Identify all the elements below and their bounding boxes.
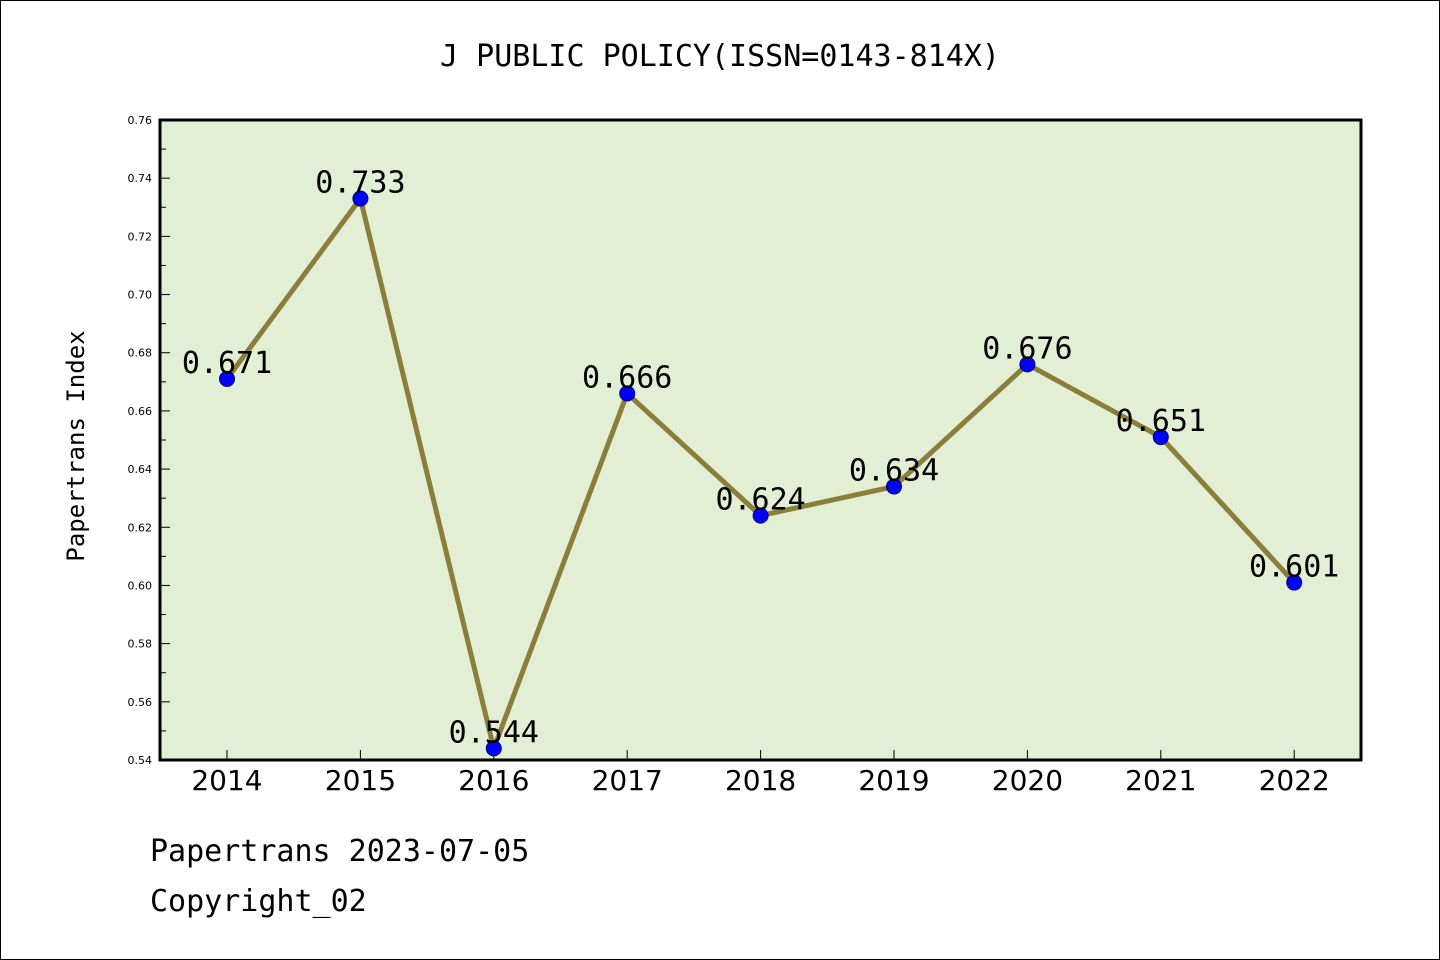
- y-tick-label: 0.76: [128, 114, 153, 127]
- data-point: [1019, 356, 1036, 373]
- chart-title: J PUBLIC POLICY(ISSN=0143-814X): [440, 39, 1000, 74]
- data-label: 0.671: [182, 346, 272, 381]
- data-point: [1286, 574, 1303, 591]
- y-tick-label: 0.74: [128, 172, 153, 185]
- data-point: [1152, 429, 1169, 446]
- data-label: 0.733: [315, 166, 405, 201]
- x-tick-label: 2021: [1125, 764, 1196, 797]
- y-tick-label: 0.54: [128, 754, 153, 767]
- plot-border: [158, 118, 1363, 762]
- x-tick-label: 2020: [992, 764, 1063, 797]
- x-tick-label: 2022: [1259, 764, 1330, 797]
- data-label: 0.676: [982, 331, 1072, 366]
- x-tick-label: 2017: [592, 764, 663, 797]
- y-tick-label: 0.62: [128, 521, 153, 534]
- data-point: [219, 370, 235, 387]
- data-labels: 0.671 0.733 0.544 0.666 0.624 0.634 0.676 0.651…: [182, 166, 1340, 751]
- data-point: [886, 478, 902, 495]
- data-point: [485, 740, 502, 757]
- data-point: [752, 507, 769, 524]
- footer-date: Papertrans 2023-07-05: [150, 834, 530, 869]
- data-label: 0.634: [849, 454, 939, 489]
- y-tick-label: 0.56: [128, 696, 153, 709]
- x-axis: 2014 2015 2016 2017 2018 2019 2020 2021 2022: [191, 750, 1330, 797]
- y-tick-label: 0.58: [128, 638, 153, 651]
- data-label: 0.544: [449, 715, 539, 750]
- x-tick-label: 2014: [191, 764, 262, 797]
- y-tick-label: 0.64: [128, 463, 153, 476]
- y-axis-label: Papertrans Index: [62, 330, 90, 561]
- data-label: 0.624: [715, 483, 805, 518]
- data-label: 0.651: [1116, 404, 1206, 439]
- data-label: 0.601: [1249, 550, 1339, 585]
- y-tick-label: 0.68: [128, 347, 153, 360]
- y-tick-label: 0.72: [128, 230, 153, 243]
- y-axis: 0.54 0.56 0.58 0.60 0.62 0.64 0.66 0.68 0.70 0.72…: [128, 114, 170, 767]
- y-tick-label: 0.66: [128, 405, 153, 418]
- x-tick-label: 2018: [725, 764, 796, 797]
- y-tick-label: 0.60: [128, 579, 153, 592]
- y-tick-label: 0.70: [128, 289, 153, 302]
- data-point: [619, 385, 636, 402]
- x-tick-label: 2016: [458, 764, 529, 797]
- x-tick-label: 2019: [858, 764, 929, 797]
- x-tick-label: 2015: [325, 764, 396, 797]
- data-label: 0.666: [582, 360, 672, 395]
- data-point: [352, 190, 369, 207]
- series-layer: [219, 190, 1303, 757]
- footer-copyright: Copyright_02: [150, 884, 367, 919]
- plot-area: [160, 120, 1361, 760]
